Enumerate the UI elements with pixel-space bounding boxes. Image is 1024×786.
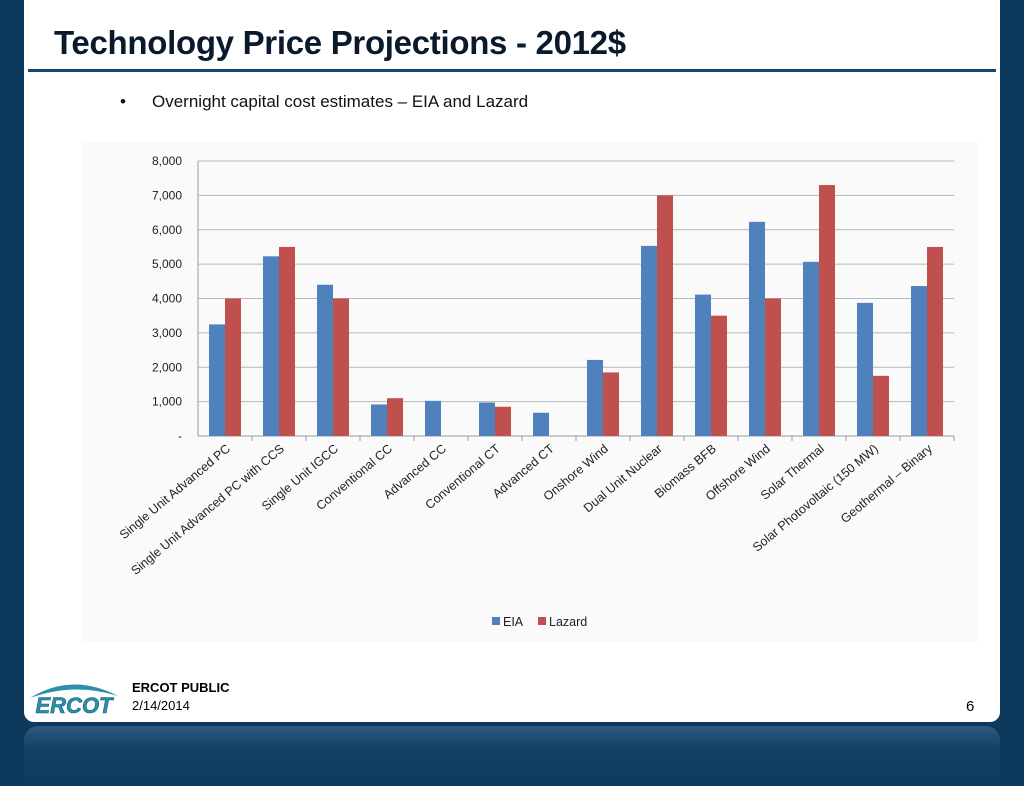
- ercot-logo-text: ERCOT: [36, 693, 115, 718]
- bottom-band: [24, 726, 1000, 786]
- bar-eia: [587, 359, 603, 436]
- legend-label: Lazard: [549, 615, 587, 629]
- chart-panel: - 1,000 2,000 3,000 4,000 5,000 6,000 7,000 8,00…: [82, 142, 978, 642]
- bar-lazard: [333, 298, 349, 436]
- y-tick-label: 5,000: [152, 257, 182, 271]
- bar-eia: [695, 294, 711, 436]
- legend-swatch-lazard: [538, 617, 546, 625]
- y-tick-label: 8,000: [152, 154, 182, 168]
- x-tick-label: Geothermal – Binary: [838, 441, 935, 526]
- bar-lazard: [603, 372, 619, 436]
- bar-eia: [317, 284, 333, 436]
- bar-eia: [911, 286, 927, 436]
- y-tick-label: 6,000: [152, 223, 182, 237]
- bar-lazard: [657, 195, 673, 436]
- bar-lazard: [711, 315, 727, 436]
- page-number: 6: [966, 698, 975, 715]
- y-tick-label: 2,000: [152, 360, 182, 374]
- legend-swatch-eia: [492, 617, 500, 625]
- bar-eia: [425, 400, 441, 436]
- bar-eia: [641, 245, 657, 436]
- bar-eia: [479, 402, 495, 436]
- bar-eia: [749, 221, 765, 436]
- bar-lazard: [279, 246, 295, 436]
- bar-eia: [857, 302, 873, 436]
- y-tick-label: 4,000: [152, 292, 182, 306]
- bar-eia: [533, 412, 549, 436]
- bar-lazard: [225, 298, 241, 436]
- footer-label: ERCOT PUBLIC: [132, 680, 230, 695]
- bar-eia: [209, 324, 225, 436]
- ercot-logo: ERCOT: [30, 684, 118, 718]
- bar-lazard: [387, 398, 403, 436]
- bar-chart: - 1,000 2,000 3,000 4,000 5,000 6,000 7,000 8,00…: [117, 154, 955, 629]
- bar-lazard: [873, 375, 889, 436]
- bullet-dot: •: [120, 92, 126, 111]
- bullet-text: Overnight capital cost estimates – EIA a…: [152, 92, 529, 111]
- slide: Technology Price Projections - 2012$ • Ov…: [24, 0, 1000, 722]
- bar-lazard: [495, 406, 511, 436]
- y-tick-label: -: [178, 429, 182, 443]
- legend-label: EIA: [503, 615, 524, 629]
- y-tick-label: 1,000: [152, 395, 182, 409]
- y-tick-label: 7,000: [152, 188, 182, 202]
- slide-title: Technology Price Projections - 2012$: [54, 24, 626, 61]
- footer-date: 2/14/2014: [132, 698, 190, 713]
- bar-lazard: [927, 246, 943, 436]
- y-tick-label: 3,000: [152, 326, 182, 340]
- bar-eia: [371, 404, 387, 436]
- bar-eia: [803, 261, 819, 436]
- title-divider: [28, 69, 996, 72]
- bar-eia: [263, 256, 279, 436]
- bar-lazard: [819, 185, 835, 436]
- bullet-item: • Overnight capital cost estimates – EIA …: [120, 92, 528, 112]
- bar-lazard: [765, 298, 781, 436]
